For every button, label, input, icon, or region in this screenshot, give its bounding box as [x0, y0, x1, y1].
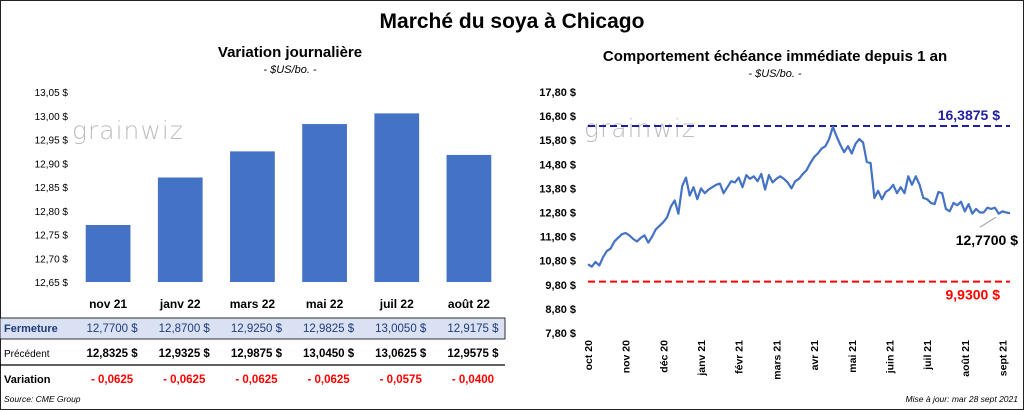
- y-tick-label: 13,80 $: [539, 183, 576, 195]
- bar: [157, 177, 203, 282]
- table-row-label: Fermeture: [4, 323, 58, 335]
- x-tick-label: juin 21: [884, 340, 896, 374]
- left-chart-title: Variation journalière: [217, 44, 363, 61]
- bar: [230, 151, 275, 282]
- y-tick-label: 13,05 $: [35, 88, 69, 99]
- table-row-label: Variation: [4, 374, 51, 386]
- watermark-logo-right: grainwiz: [584, 114, 696, 143]
- table-cell: 12,9575 $: [447, 348, 499, 360]
- page-title: Marché du soya à Chicago: [379, 10, 645, 33]
- x-tick-label: mai 22: [306, 297, 344, 311]
- bar: [85, 225, 131, 282]
- y-tick-label: 12,90 $: [35, 159, 69, 170]
- x-tick-label: janv 21: [696, 340, 708, 377]
- x-tick-label: juil 22: [379, 297, 414, 311]
- table-cell: 12,8325 $: [86, 348, 138, 360]
- y-tick-label: 12,80 $: [539, 208, 576, 220]
- x-tick-label: nov 20: [621, 340, 633, 373]
- y-tick-label: 9,80 $: [545, 280, 576, 292]
- y-tick-label: 11,80 $: [540, 232, 576, 244]
- left-chart-unit: - $US/bo. -: [263, 64, 317, 76]
- low-value-label: 9,9300 $: [946, 287, 1001, 303]
- y-tick-label: 8,80 $: [545, 304, 576, 316]
- table-highlight-row: [0, 317, 506, 340]
- update-note: Mise à jour: mar 28 sept 2021: [905, 394, 1018, 404]
- last-value-leader: [979, 216, 997, 228]
- table-cell: 12,9825 $: [303, 323, 355, 335]
- table-cell: 12,9875 $: [231, 348, 283, 360]
- x-tick-label: sept 21: [997, 340, 1009, 376]
- table-cell: 13,0450 $: [303, 348, 355, 360]
- table-row-label: Précédent: [4, 349, 50, 360]
- y-tick-label: 16,80 $: [539, 111, 576, 123]
- x-tick-label: janv 22: [159, 297, 201, 311]
- x-tick-label: oct 20: [583, 340, 595, 371]
- table-cell: 12,9175 $: [447, 323, 499, 335]
- table-cell: 12,9250 $: [231, 323, 283, 335]
- x-tick-label: juil 21: [922, 340, 934, 371]
- x-tick-label: mai 21: [847, 340, 859, 373]
- y-tick-label: 12,80 $: [35, 207, 69, 218]
- table-cell: - 0,0575: [380, 374, 423, 386]
- x-tick-label: févr 21: [734, 340, 746, 374]
- y-tick-label: 12,75 $: [35, 231, 69, 242]
- x-tick-label: août 21: [960, 340, 972, 377]
- table-cell: - 0,0625: [163, 374, 206, 386]
- source-note: Source: CME Group: [4, 394, 81, 404]
- y-tick-label: 7,80 $: [545, 328, 576, 340]
- y-tick-label: 15,80 $: [539, 135, 576, 147]
- last-value-label: 12,7700 $: [956, 232, 1018, 248]
- y-tick-label: 12,70 $: [35, 254, 69, 265]
- bar: [446, 154, 492, 282]
- table-cell: 13,0625 $: [375, 348, 427, 360]
- x-tick-label: avr 21: [809, 340, 821, 371]
- right-chart-title: Comportement échéance immédiate depuis 1…: [602, 48, 948, 65]
- y-tick-label: 12,95 $: [35, 136, 69, 147]
- x-tick-label: déc 20: [658, 340, 670, 373]
- y-tick-label: 17,80 $: [539, 87, 576, 99]
- bar: [374, 113, 420, 282]
- right-chart-unit: - $US/bo. -: [748, 68, 802, 80]
- table-cell: - 0,0625: [235, 374, 278, 386]
- x-tick-label: mars 22: [230, 297, 276, 311]
- table-cell: 12,9325 $: [159, 348, 211, 360]
- x-tick-label: août 22: [448, 297, 490, 311]
- y-tick-label: 12,65 $: [35, 278, 69, 289]
- watermark-logo-left: grainwiz: [72, 116, 184, 145]
- table-cell: - 0,0400: [452, 374, 494, 386]
- table-cell: 13,0050 $: [375, 323, 427, 335]
- bar: [302, 124, 347, 282]
- table-cell: 12,7700 $: [86, 323, 138, 335]
- y-tick-label: 10,80 $: [539, 256, 576, 268]
- x-tick-label: mars 21: [771, 340, 783, 380]
- x-tick-label: nov 21: [89, 297, 127, 311]
- table-cell: 12,8700 $: [159, 323, 211, 335]
- y-tick-label: 13,00 $: [35, 112, 69, 123]
- table-cell: - 0,0625: [91, 374, 134, 386]
- price-line: [587, 125, 1011, 268]
- table-cell: - 0,0625: [307, 374, 350, 386]
- high-value-label: 16,3875 $: [938, 107, 1000, 123]
- y-tick-label: 12,85 $: [35, 183, 69, 194]
- y-tick-label: 14,80 $: [539, 159, 576, 171]
